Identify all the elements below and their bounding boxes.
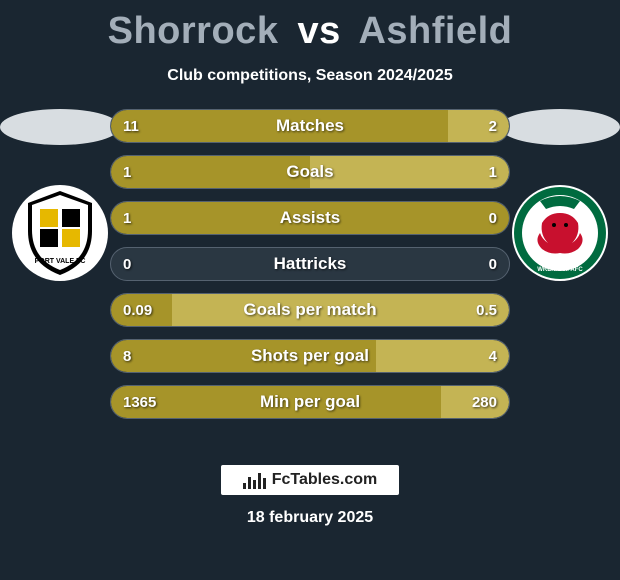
- brand-text: FcTables.com: [272, 471, 378, 489]
- stat-label: Assists: [111, 202, 509, 234]
- footer: FcTables.com 18 february 2025: [0, 465, 620, 527]
- stat-row: Shots per goal8 4: [110, 339, 510, 373]
- stat-label: Goals: [111, 156, 509, 188]
- stat-row: Matches11 2: [110, 109, 510, 143]
- stat-value-right: 0: [489, 202, 497, 234]
- stat-value-left: 0: [123, 248, 131, 280]
- right-side: WREXHAM AFC: [495, 109, 620, 283]
- wrexham-crest-icon: WREXHAM AFC: [510, 183, 610, 283]
- stat-value-right: 2: [489, 110, 497, 142]
- stat-value-left: 11: [123, 110, 139, 142]
- stat-row: Assists1 0: [110, 201, 510, 235]
- stat-label: Hattricks: [111, 248, 509, 280]
- brand-badge: FcTables.com: [221, 465, 400, 495]
- player1-name: Shorrock: [108, 10, 279, 52]
- stat-row: Goals1 1: [110, 155, 510, 189]
- stat-row: Goals per match0.09 0.5: [110, 293, 510, 327]
- date-text: 18 february 2025: [247, 509, 373, 527]
- vs-label: vs: [298, 10, 341, 52]
- stat-value-left: 1: [123, 202, 131, 234]
- player2-name: Ashfield: [358, 10, 512, 52]
- port-vale-crest-icon: PORT VALE FC: [10, 183, 110, 283]
- svg-text:PORT VALE FC: PORT VALE FC: [35, 258, 86, 265]
- stat-value-left: 0.09: [123, 294, 152, 326]
- brand-chart-icon: [243, 471, 266, 489]
- stat-label: Min per goal: [111, 386, 509, 418]
- stat-value-left: 1: [123, 156, 131, 188]
- player1-ellipse: [0, 109, 120, 145]
- stat-value-right: 280: [472, 386, 497, 418]
- player2-club-crest: WREXHAM AFC: [510, 183, 610, 283]
- stat-label: Goals per match: [111, 294, 509, 326]
- stat-value-right: 4: [489, 340, 497, 372]
- left-side: PORT VALE FC: [0, 109, 125, 283]
- stat-bars: Matches112Goals11Assists10Hattricks00Goa…: [110, 109, 510, 419]
- stat-label: Matches: [111, 110, 509, 142]
- stat-row: Hattricks0 0: [110, 247, 510, 281]
- subtitle: Club competitions, Season 2024/2025: [0, 67, 620, 85]
- stat-value-left: 8: [123, 340, 131, 372]
- stat-row: Min per goal1365 280: [110, 385, 510, 419]
- comparison-title: Shorrock vs Ashfield: [0, 0, 620, 53]
- stat-value-right: 1: [489, 156, 497, 188]
- player1-club-crest: PORT VALE FC: [10, 183, 110, 283]
- stat-value-right: 0: [489, 248, 497, 280]
- stat-value-right: 0.5: [476, 294, 497, 326]
- svg-text:WREXHAM AFC: WREXHAM AFC: [537, 267, 583, 273]
- stat-value-left: 1365: [123, 386, 156, 418]
- content-area: PORT VALE FC WREXHAM AFC Matches112Goals…: [0, 109, 620, 449]
- player2-ellipse: [500, 109, 620, 145]
- stat-label: Shots per goal: [111, 340, 509, 372]
